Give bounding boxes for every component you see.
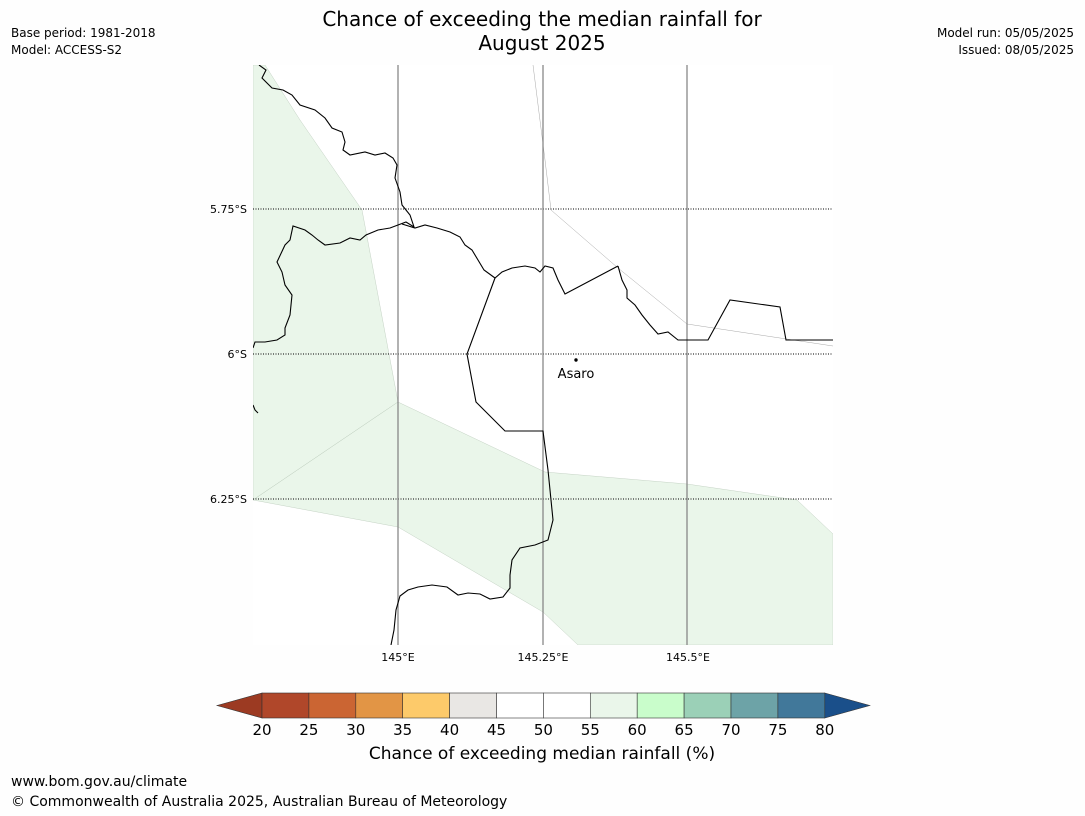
colorbar-segment <box>636 692 685 719</box>
map-area: Asaro <box>253 65 833 645</box>
map-title: Chance of exceeding the median rainfall … <box>242 7 842 55</box>
colorbar-segment <box>496 692 544 719</box>
colorbar-segment <box>308 692 357 719</box>
province-border-inner <box>390 277 554 645</box>
colorbar-tick-label: 55 <box>581 721 600 739</box>
lat-label-5-75: 5.75°S <box>210 203 247 216</box>
province-border-east <box>617 265 833 341</box>
footer-copyright: © Commonwealth of Australia 2025, Austra… <box>11 794 508 810</box>
lat-label-6: 6°S <box>228 348 247 361</box>
colorbar-segment <box>683 692 732 719</box>
colorbar-segment <box>730 692 779 719</box>
province-border-north <box>253 65 416 349</box>
colorbar-segment <box>589 692 638 719</box>
model-run-text: Model run: 05/05/2025 <box>936 26 1074 40</box>
base-period-text: Base period: 1981-2018 <box>11 26 156 40</box>
border-fragment-west <box>253 404 259 414</box>
map-title-line1: Chance of exceeding the median rainfall … <box>322 7 762 31</box>
colorbar-tick-label: 50 <box>534 721 553 739</box>
place-label-asaro: Asaro <box>558 367 595 382</box>
footer-url[interactable]: www.bom.gov.au/climate <box>11 774 188 790</box>
colorbar-tick-label: 35 <box>393 721 412 739</box>
colorbar-extend-high <box>824 692 871 719</box>
colorbar-tick-label: 40 <box>440 721 459 739</box>
colorbar-segment <box>777 692 826 719</box>
colorbar-segment <box>355 692 403 719</box>
place-marker-asaro <box>574 358 578 362</box>
probability-region-west <box>253 65 399 501</box>
colorbar-tick-label: 60 <box>628 721 647 739</box>
lon-label-145: 145°E <box>381 651 414 664</box>
lon-label-145-5: 145.5°E <box>666 651 710 664</box>
colorbar-tick-label: 80 <box>815 721 834 739</box>
meta-right: Model run: 05/05/2025 Issued: 08/05/2025 <box>937 25 1074 59</box>
map-title-line2: August 2025 <box>478 31 606 55</box>
colorbar-segment <box>402 692 450 719</box>
colorbar-tick-label: 20 <box>252 721 271 739</box>
issued-text: Issued: 08/05/2025 <box>958 43 1074 57</box>
colorbar-segment <box>543 692 591 719</box>
colorbar-extend-low <box>215 692 263 719</box>
lon-label-145-25: 145.25°E <box>518 651 569 664</box>
colorbar-segment <box>261 692 310 719</box>
colorbar-tick-label: 30 <box>346 721 365 739</box>
colorbar-tick-label: 65 <box>675 721 694 739</box>
lat-label-6-25: 6.25°S <box>210 493 247 506</box>
colorbar-label: Chance of exceeding median rainfall (%) <box>368 744 716 764</box>
colorbar-tick-label: 75 <box>768 721 787 739</box>
colorbar: 20 25 30 35 40 45 50 55 60 65 70 75 80 <box>215 692 871 739</box>
colorbar-tick-label: 70 <box>721 721 740 739</box>
meta-left: Base period: 1981-2018 Model: ACCESS-S2 <box>11 25 156 59</box>
model-text: Model: ACCESS-S2 <box>11 43 123 57</box>
colorbar-tick-label: 25 <box>299 721 318 739</box>
colorbar-segment <box>449 692 497 719</box>
colorbar-tick-label: 45 <box>487 721 506 739</box>
